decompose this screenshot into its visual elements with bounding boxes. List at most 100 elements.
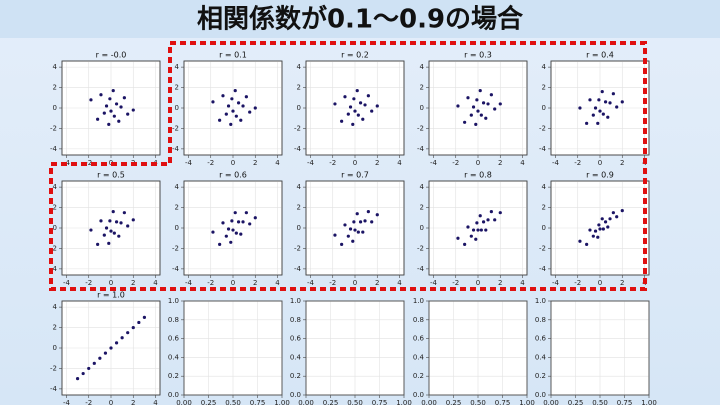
x-tick-label: 4 — [397, 279, 402, 287]
y-tick-label: 2 — [53, 84, 57, 92]
point — [484, 116, 488, 120]
point — [356, 113, 360, 117]
x-tick-label: -4 — [307, 159, 315, 167]
plot-frame — [550, 60, 650, 156]
point — [253, 216, 257, 220]
x-tick-label: -2 — [85, 279, 92, 287]
title-band — [0, 0, 720, 38]
y-tick-label: 4 — [53, 183, 58, 191]
x-tick-label: 0.00 — [421, 399, 437, 405]
point — [333, 233, 337, 237]
y-tick-label: 4 — [175, 63, 180, 71]
point — [463, 120, 467, 124]
y-tick-label: -4 — [294, 145, 302, 153]
point — [126, 224, 130, 228]
point — [489, 93, 493, 97]
y-tick-label: 2 — [175, 84, 179, 92]
y-tick-label: -2 — [539, 244, 546, 252]
point — [221, 221, 225, 225]
point — [114, 220, 119, 224]
x-tick-label: -4 — [307, 279, 315, 287]
point — [489, 210, 493, 214]
point — [104, 226, 109, 230]
point — [355, 89, 359, 93]
point — [456, 104, 460, 108]
y-tick-label: 0 — [175, 224, 179, 232]
point — [229, 122, 233, 126]
plot-frame — [305, 180, 405, 276]
point — [333, 102, 337, 106]
y-tick-label: 0.6 — [168, 335, 180, 343]
y-tick-label: 0.6 — [290, 335, 302, 343]
point — [585, 121, 589, 125]
point — [578, 239, 582, 243]
point — [211, 230, 215, 234]
x-tick-label: -2 — [207, 159, 214, 167]
point — [615, 105, 619, 109]
y-tick-label: 4 — [53, 63, 58, 71]
point — [608, 101, 612, 105]
point — [111, 210, 115, 214]
point — [120, 336, 124, 340]
x-tick-label: 0.25 — [568, 399, 584, 405]
point — [253, 106, 257, 110]
y-tick-label: -2 — [417, 124, 424, 132]
point — [231, 228, 235, 232]
x-tick-label: -2 — [574, 279, 581, 287]
plot-title: r = 0.9 — [586, 171, 614, 180]
point — [226, 227, 231, 231]
plot-frame — [305, 60, 405, 156]
point — [603, 220, 608, 224]
y-tick-label: -2 — [294, 244, 301, 252]
y-tick-label: 0 — [297, 224, 301, 232]
y-tick-label: 0.2 — [413, 372, 424, 380]
point — [142, 315, 147, 319]
point — [233, 211, 237, 215]
point — [108, 219, 112, 223]
x-tick-label: 0.50 — [470, 399, 486, 405]
point — [486, 218, 490, 222]
y-tick-label: 2 — [542, 84, 546, 92]
point — [248, 110, 252, 114]
x-tick-label: 0 — [598, 159, 602, 167]
plot-frame — [61, 300, 161, 396]
point — [241, 220, 245, 224]
x-tick-label: -4 — [63, 279, 71, 287]
x-tick-label: 2 — [498, 159, 502, 167]
x-tick-label: 4 — [275, 159, 280, 167]
y-tick-label: 2 — [420, 204, 424, 212]
y-tick-label: 1.0 — [413, 297, 424, 305]
point — [456, 236, 460, 240]
point — [591, 113, 595, 117]
point — [131, 325, 135, 330]
point — [475, 98, 479, 102]
y-tick-label: 0 — [297, 104, 301, 112]
point — [588, 228, 592, 232]
point — [244, 211, 248, 215]
plot-title: r = 0.4 — [586, 51, 614, 60]
plot-title: r = 0.6 — [219, 171, 247, 180]
point — [224, 112, 228, 116]
y-tick-label: 0.6 — [413, 335, 425, 343]
y-tick-label: -4 — [294, 265, 302, 273]
point — [479, 113, 483, 117]
point — [358, 101, 363, 105]
point — [476, 109, 480, 113]
point — [89, 98, 93, 102]
point — [355, 212, 359, 216]
point — [363, 103, 367, 107]
point — [96, 242, 100, 246]
y-tick-label: -2 — [172, 124, 179, 132]
x-tick-label: 0 — [476, 159, 480, 167]
y-tick-label: 0.8 — [413, 316, 424, 324]
y-tick-label: 0 — [542, 104, 546, 112]
point — [606, 225, 610, 229]
plot-frame — [183, 60, 283, 156]
x-tick-label: -4 — [552, 159, 560, 167]
point — [375, 213, 379, 217]
point — [361, 117, 365, 121]
y-tick-label: -2 — [417, 244, 424, 252]
point — [108, 97, 112, 101]
x-tick-label: 0.75 — [372, 399, 388, 405]
plot-title: r = -0.0 — [96, 51, 127, 60]
